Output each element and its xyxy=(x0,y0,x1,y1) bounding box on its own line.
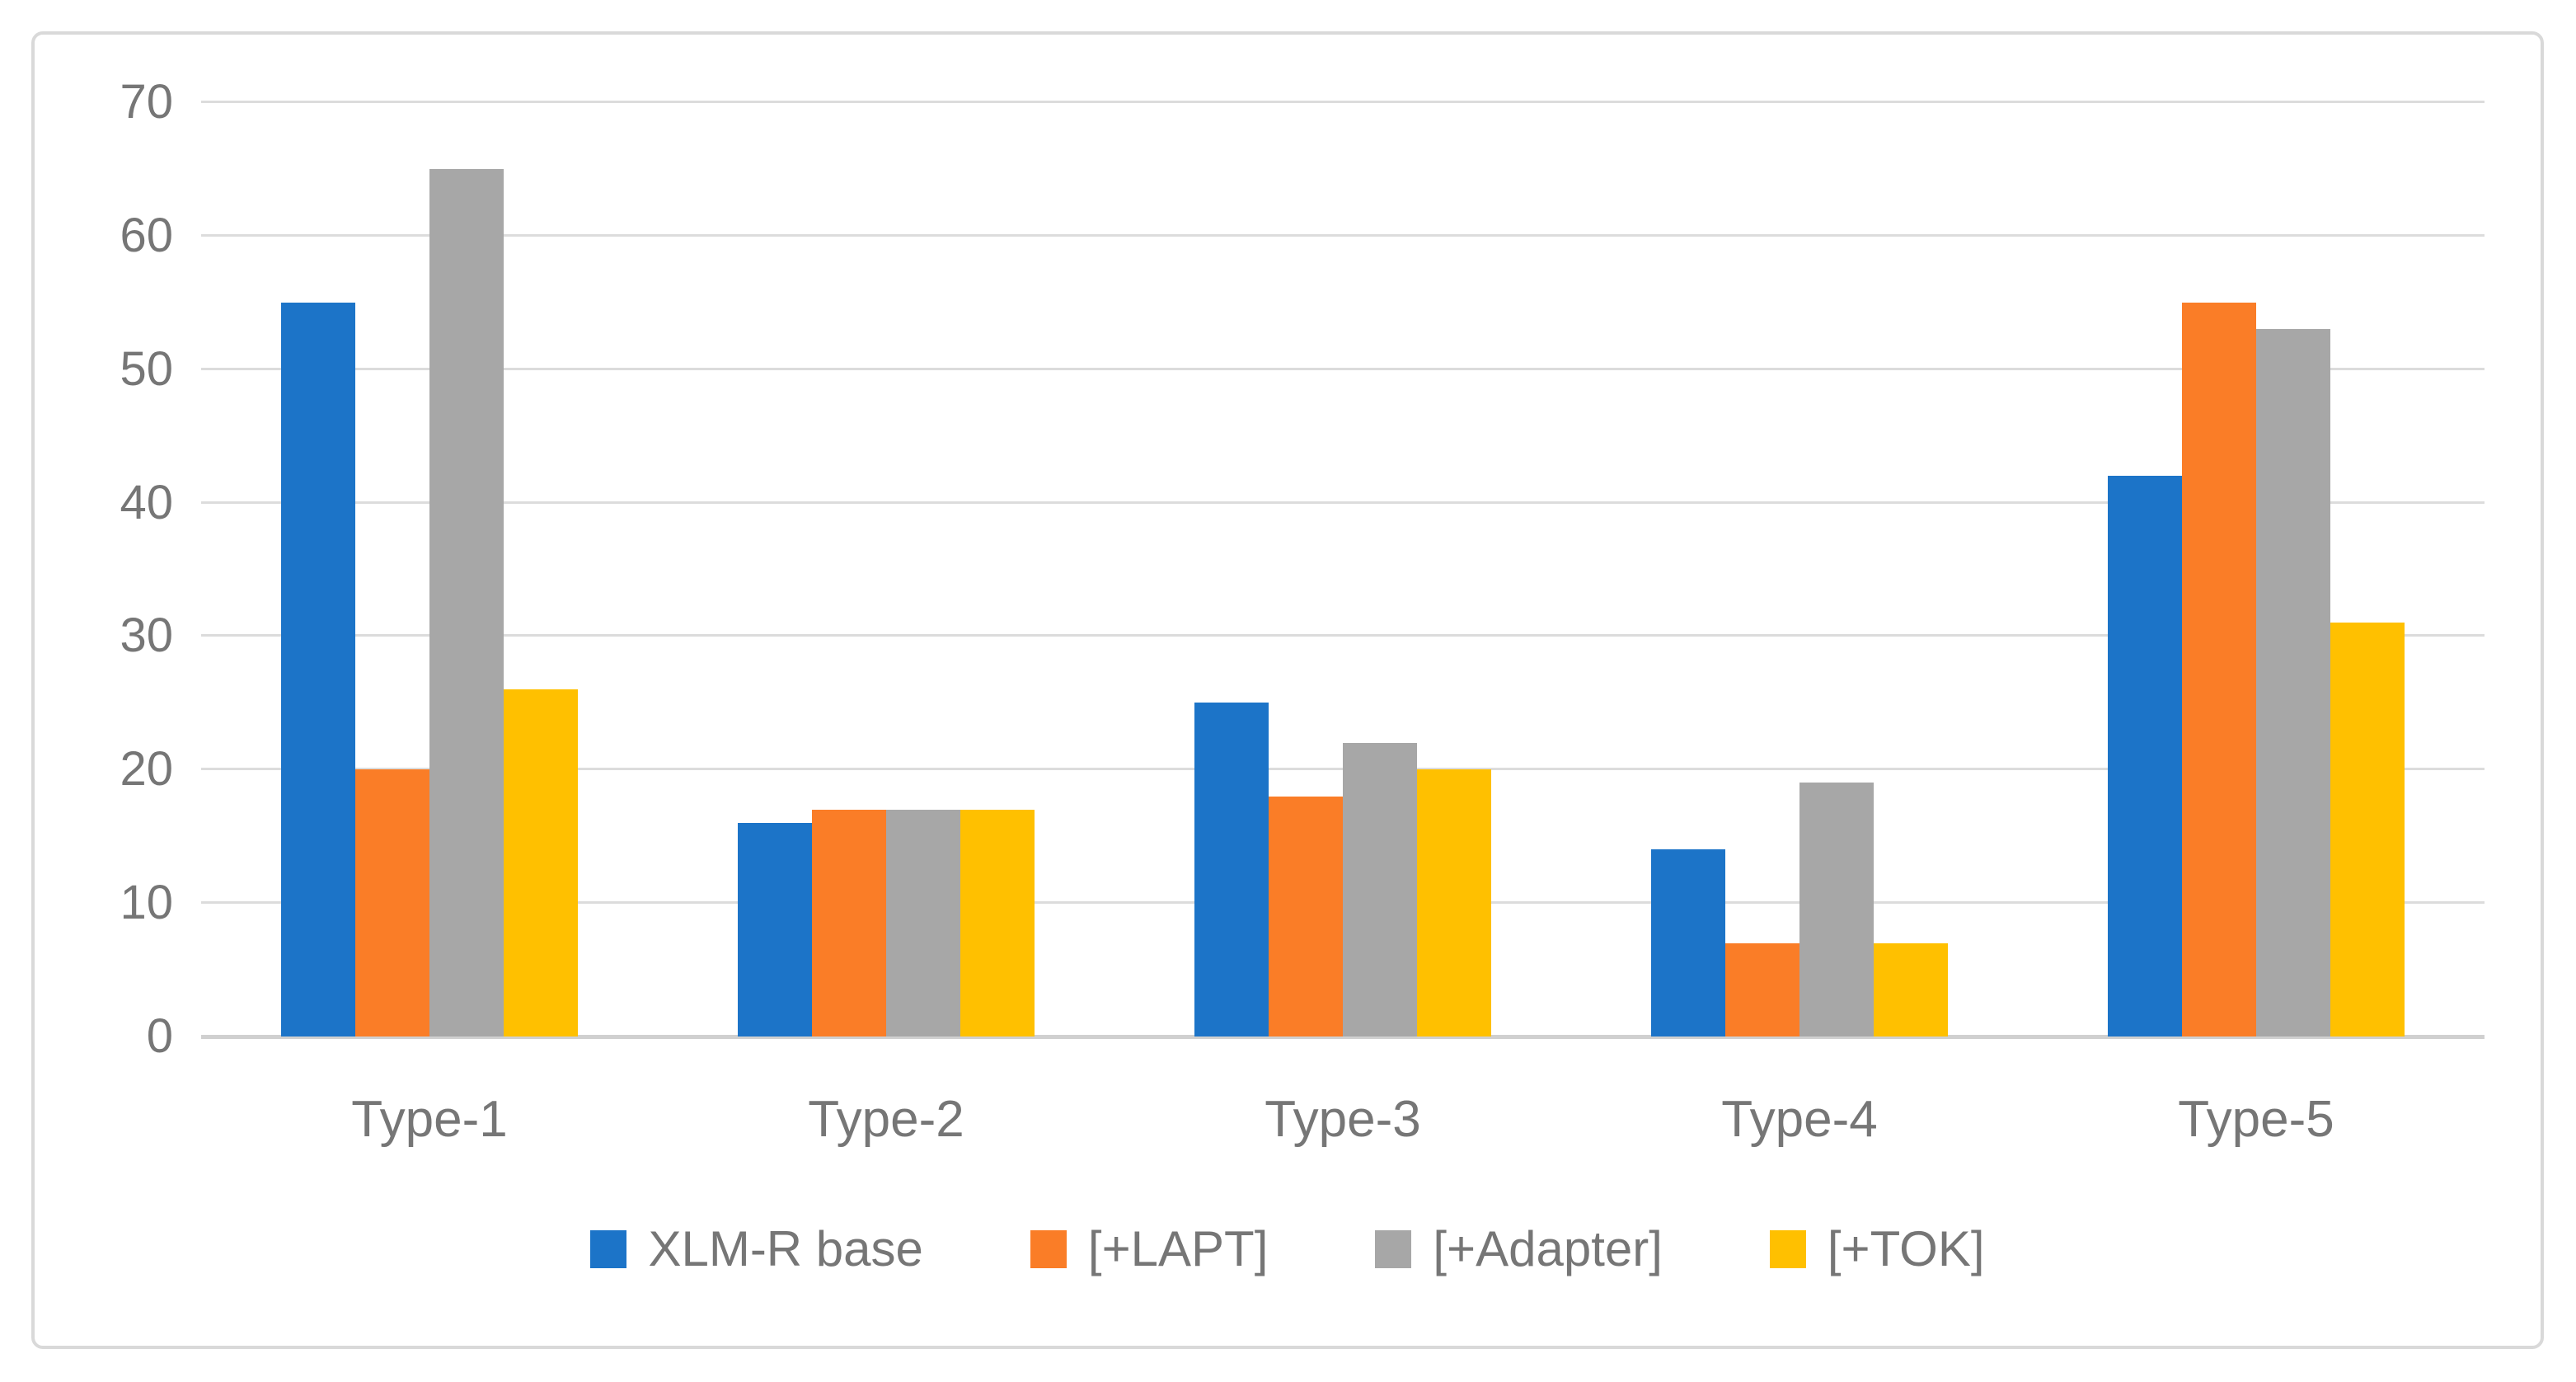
bar-xlm-r-base-type-1 xyxy=(281,302,355,1036)
category-label-type-4: Type-4 xyxy=(1721,1091,1878,1148)
bar-group-type-1 xyxy=(281,168,578,1036)
gridline-70 xyxy=(201,101,2485,103)
bar-group-type-4 xyxy=(1651,783,1948,1036)
bar-group-type-5 xyxy=(2108,302,2405,1036)
legend-label: [+LAPT] xyxy=(1087,1221,1269,1276)
bar-tok-type-2 xyxy=(960,809,1035,1036)
x-axis-line xyxy=(201,1035,2485,1039)
bar-lapt-type-2 xyxy=(812,809,886,1036)
x-axis-labels: Type-1 Type-2 Type-3 Type-4 Type-5 xyxy=(201,1090,2485,1149)
legend-swatch-icon xyxy=(1769,1229,1806,1268)
bar-lapt-type-3 xyxy=(1269,796,1343,1036)
gridline-40 xyxy=(201,501,2485,504)
category-slot-type-1 xyxy=(201,102,658,1036)
bar-group-type-3 xyxy=(1194,703,1491,1036)
bar-tok-type-4 xyxy=(1874,942,1948,1036)
legend-label: XLM-R base xyxy=(648,1221,923,1276)
bar-lapt-type-1 xyxy=(355,769,429,1036)
bar-tok-type-1 xyxy=(504,689,578,1036)
bar-adapter-type-5 xyxy=(2256,329,2330,1036)
bar-adapter-type-3 xyxy=(1343,742,1417,1036)
legend-label: [+Adapter] xyxy=(1433,1221,1663,1276)
bar-xlm-r-base-type-5 xyxy=(2108,476,2182,1036)
bar-adapter-type-1 xyxy=(429,168,504,1036)
bar-lapt-type-5 xyxy=(2182,302,2256,1036)
y-tick-label-20: 20 xyxy=(120,742,173,797)
legend: XLM-R base [+LAPT] [+Adapter] [+TOK] xyxy=(35,1220,2541,1277)
y-tick-label-0: 0 xyxy=(146,1009,173,1063)
category-slot-type-5 xyxy=(2028,102,2485,1036)
legend-swatch-icon xyxy=(1375,1229,1412,1268)
category-label-type-5: Type-5 xyxy=(2178,1091,2334,1148)
category-slot-type-3 xyxy=(1114,102,1571,1036)
bar-adapter-type-2 xyxy=(886,809,960,1036)
bar-adapter-type-4 xyxy=(1799,783,1874,1036)
legend-item-tok: [+TOK] xyxy=(1769,1220,1985,1277)
bar-tok-type-3 xyxy=(1417,769,1491,1036)
y-tick-label-10: 10 xyxy=(120,876,173,930)
bar-lapt-type-4 xyxy=(1725,942,1799,1036)
legend-item-adapter: [+Adapter] xyxy=(1375,1220,1663,1277)
y-tick-label-50: 50 xyxy=(120,341,173,396)
y-tick-label-40: 40 xyxy=(120,475,173,529)
bar-group-type-2 xyxy=(738,809,1035,1036)
chart-frame: 0 10 20 30 40 50 60 70 Type-1 Type-2 Type-3 Type-4… xyxy=(31,31,2544,1349)
bar-xlm-r-base-type-2 xyxy=(738,823,812,1036)
y-tick-label-30: 30 xyxy=(120,609,173,663)
y-tick-label-60: 60 xyxy=(120,208,173,262)
bar-xlm-r-base-type-4 xyxy=(1651,849,1725,1036)
bar-xlm-r-base-type-3 xyxy=(1194,703,1269,1036)
legend-swatch-icon xyxy=(1030,1229,1067,1268)
plot-area xyxy=(201,102,2485,1036)
legend-item-lapt: [+LAPT] xyxy=(1030,1220,1268,1277)
y-tick-label-70: 70 xyxy=(120,75,173,129)
category-slot-type-2 xyxy=(658,102,1114,1036)
gridline-60 xyxy=(201,233,2485,237)
legend-swatch-icon xyxy=(590,1229,627,1268)
category-slot-type-4 xyxy=(1571,102,2028,1036)
bar-tok-type-5 xyxy=(2330,623,2405,1036)
category-label-type-3: Type-3 xyxy=(1265,1091,1421,1148)
legend-label: [+TOK] xyxy=(1827,1221,1985,1276)
category-label-type-1: Type-1 xyxy=(351,1091,508,1148)
gridline-30 xyxy=(201,634,2485,637)
gridline-50 xyxy=(201,367,2485,370)
legend-item-xlm-r-base: XLM-R base xyxy=(590,1220,923,1277)
category-label-type-2: Type-2 xyxy=(808,1091,964,1148)
